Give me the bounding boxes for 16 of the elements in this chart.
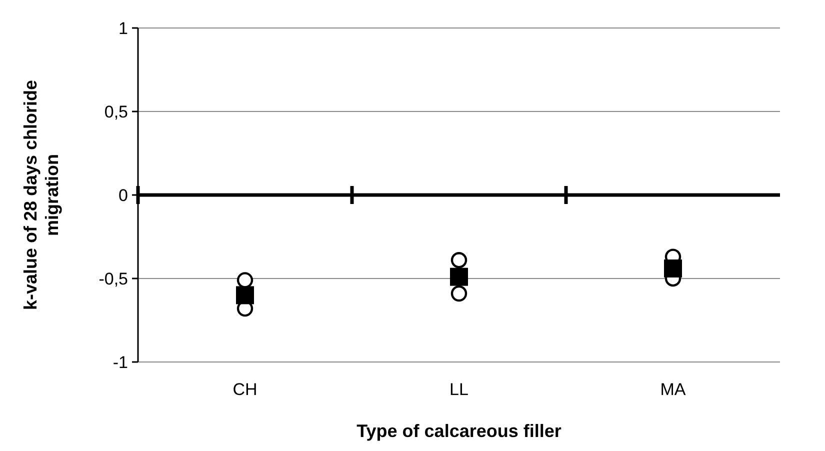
x-tick-label: MA bbox=[660, 380, 686, 399]
point bbox=[450, 252, 468, 268]
point bbox=[450, 268, 468, 286]
x-axis-title: Type of calcareous filler bbox=[356, 421, 562, 441]
y-tick-label: 0 bbox=[118, 186, 128, 205]
x-tick-label: CH bbox=[232, 380, 258, 399]
x-tick-label: LL bbox=[450, 380, 468, 399]
y-tick-label: -1 bbox=[112, 352, 128, 372]
point bbox=[450, 285, 468, 302]
point bbox=[236, 286, 254, 304]
y-axis-title: k-value of 28 days chloride migration bbox=[20, 80, 62, 310]
y-tick-label: 1 bbox=[118, 18, 128, 38]
point bbox=[236, 272, 254, 288]
y-tick-label: 0,5 bbox=[104, 102, 128, 122]
point bbox=[664, 259, 682, 278]
y-tick-label: -0,5 bbox=[98, 269, 128, 288]
